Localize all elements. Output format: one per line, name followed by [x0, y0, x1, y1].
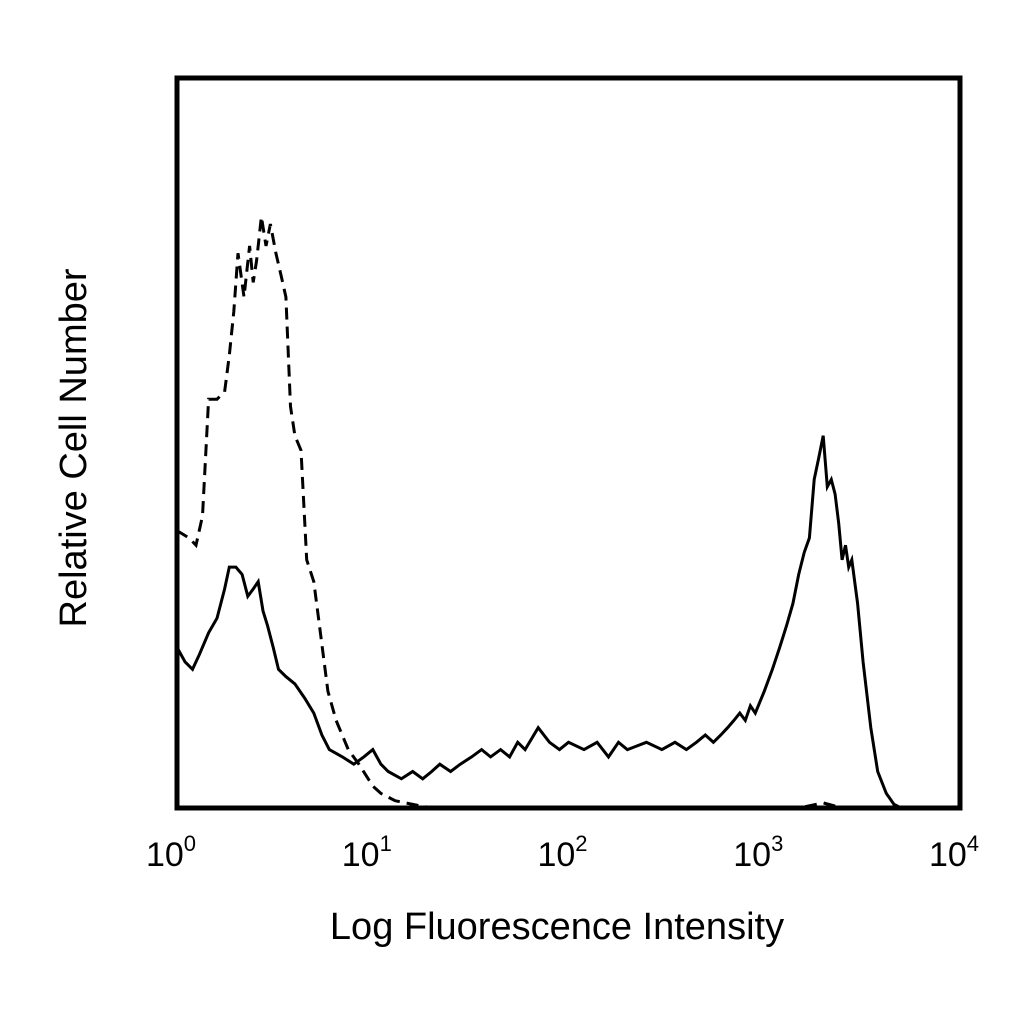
x-tick-exponent: 0 — [184, 831, 196, 856]
x-tick-label: 104 — [929, 831, 979, 874]
y-axis-label: Relative Cell Number — [53, 268, 95, 627]
x-tick-label: 102 — [537, 831, 587, 874]
x-tick-label: 103 — [733, 831, 783, 874]
x-axis-label: Log Fluorescence Intensity — [330, 906, 784, 948]
x-tick-labels: 100 101 102 103 104 — [146, 831, 979, 874]
x-tick-exponent: 1 — [380, 831, 392, 856]
series-layer — [175, 216, 960, 810]
series-line-dashed — [176, 216, 960, 810]
series-line-solid — [175, 435, 960, 810]
x-tick-label: 101 — [342, 831, 392, 874]
x-tick-exponent: 4 — [967, 831, 979, 856]
plot-frame — [174, 75, 963, 811]
x-tick-label: 100 — [146, 831, 196, 874]
x-tick-exponent: 2 — [575, 831, 587, 856]
x-tick-exponent: 3 — [771, 831, 783, 856]
